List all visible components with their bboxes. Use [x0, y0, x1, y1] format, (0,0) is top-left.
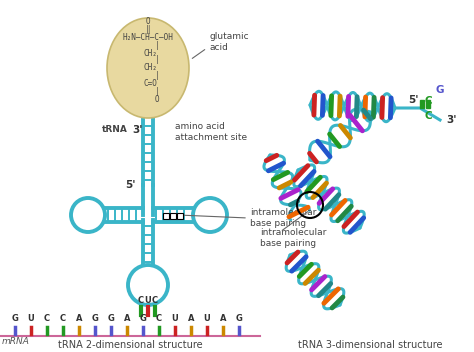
Ellipse shape: [107, 18, 189, 118]
Text: 5': 5': [408, 95, 419, 105]
Text: 3': 3': [132, 125, 143, 135]
Text: |: |: [155, 40, 159, 50]
Text: 5': 5': [125, 180, 136, 190]
Text: tRNA 3-dimensional structure: tRNA 3-dimensional structure: [298, 340, 442, 350]
Text: tRNA: tRNA: [102, 126, 128, 134]
Text: glutamic
acid: glutamic acid: [210, 32, 250, 52]
Text: A: A: [188, 314, 194, 323]
Text: U: U: [145, 296, 151, 305]
Text: O: O: [155, 95, 159, 105]
Text: amino acid
attachment site: amino acid attachment site: [175, 122, 247, 142]
Text: ‖: ‖: [146, 25, 150, 33]
Text: C=O: C=O: [143, 80, 157, 88]
Text: C: C: [44, 314, 50, 323]
FancyArrow shape: [426, 100, 430, 108]
Text: |: |: [155, 71, 159, 81]
Text: A: A: [76, 314, 82, 323]
Text: U: U: [27, 314, 35, 323]
Text: U: U: [172, 314, 178, 323]
Text: O: O: [146, 18, 150, 26]
Text: G: G: [91, 314, 99, 323]
Text: |: |: [155, 88, 159, 96]
Text: G: G: [108, 314, 114, 323]
Bar: [163, 213, 169, 219]
Text: C: C: [138, 296, 144, 305]
Text: A: A: [124, 314, 130, 323]
Text: |: |: [155, 56, 159, 64]
Text: G: G: [236, 314, 242, 323]
Bar: [170, 213, 176, 219]
Text: mRNA: mRNA: [2, 338, 30, 346]
Text: tRNA 2-dimensional structure: tRNA 2-dimensional structure: [58, 340, 202, 350]
Text: G: G: [436, 85, 444, 95]
Text: C: C: [424, 111, 432, 121]
Text: C: C: [424, 96, 432, 106]
Text: H₂N–CH–C–OH: H₂N–CH–C–OH: [123, 33, 173, 43]
Text: C: C: [156, 314, 162, 323]
Text: C: C: [60, 314, 66, 323]
Text: 3': 3': [446, 115, 456, 125]
Text: intramolecular
base pairing: intramolecular base pairing: [260, 228, 327, 248]
Text: C: C: [152, 296, 158, 305]
Text: A: A: [220, 314, 226, 323]
Bar: [177, 213, 183, 219]
Text: U: U: [204, 314, 210, 323]
Text: G: G: [11, 314, 18, 323]
Text: CH₂: CH₂: [143, 49, 157, 57]
Text: CH₂: CH₂: [143, 63, 157, 73]
Text: intramolecular
base pairing: intramolecular base pairing: [250, 208, 316, 228]
Text: G: G: [139, 314, 146, 323]
FancyArrow shape: [420, 100, 424, 108]
